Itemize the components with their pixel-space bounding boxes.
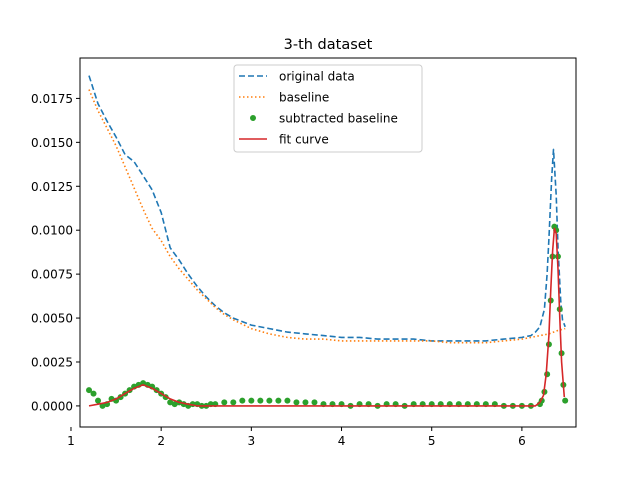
- data-point: [86, 387, 93, 394]
- data-point: [293, 399, 300, 406]
- legend-box: [233, 64, 423, 153]
- data-point: [562, 397, 569, 404]
- series-line-baseline: [88, 89, 566, 344]
- data-point: [266, 397, 273, 404]
- y-axis: 0.0000 0.0025 0.0050 0.0075 0.0100 0.0125 0.01…: [31, 92, 80, 413]
- data-point: [275, 397, 282, 404]
- legend: original data baseline subtracted baseline…: [233, 64, 423, 153]
- y-tick-label: 0.0175: [31, 92, 73, 106]
- data-point: [171, 401, 178, 408]
- x-tick-label: 5: [428, 434, 436, 448]
- series-line-fit-curve: [88, 227, 566, 407]
- y-tick-label: 0.0150: [31, 136, 73, 150]
- data-point: [248, 397, 255, 404]
- legend-label: subtracted baseline: [279, 112, 398, 126]
- data-point: [311, 399, 318, 406]
- data-point: [90, 390, 97, 397]
- data-point: [230, 399, 237, 406]
- data-point: [239, 397, 246, 404]
- data-point: [302, 399, 309, 406]
- data-point: [99, 402, 106, 409]
- legend-marker: [250, 115, 256, 121]
- y-tick-label: 0.0075: [31, 268, 73, 282]
- x-tick-label: 3: [248, 434, 256, 448]
- series-layer: [86, 75, 569, 409]
- data-point: [257, 397, 264, 404]
- legend-label: fit curve: [279, 133, 329, 147]
- legend-label: original data: [279, 70, 355, 84]
- x-tick-label: 6: [518, 434, 526, 448]
- data-point: [221, 399, 228, 406]
- series-line-original-data: [88, 75, 566, 342]
- legend-label: baseline: [279, 91, 329, 105]
- x-tick-label: 1: [67, 434, 75, 448]
- plot-frame: [79, 57, 577, 428]
- y-tick-label: 0.0100: [31, 224, 73, 238]
- y-tick-label: 0.0025: [31, 355, 73, 369]
- chart-title: 3-th dataset: [284, 37, 373, 53]
- x-axis: 1 2 3 4 5 6: [67, 427, 526, 448]
- y-tick-label: 0.0125: [31, 180, 73, 194]
- data-point: [284, 397, 291, 404]
- data-point: [95, 397, 102, 404]
- y-tick-label: 0.0050: [31, 312, 73, 326]
- x-tick-label: 4: [338, 434, 346, 448]
- y-tick-label: 0.0000: [31, 399, 73, 413]
- data-point: [167, 399, 174, 406]
- x-tick-label: 2: [157, 434, 165, 448]
